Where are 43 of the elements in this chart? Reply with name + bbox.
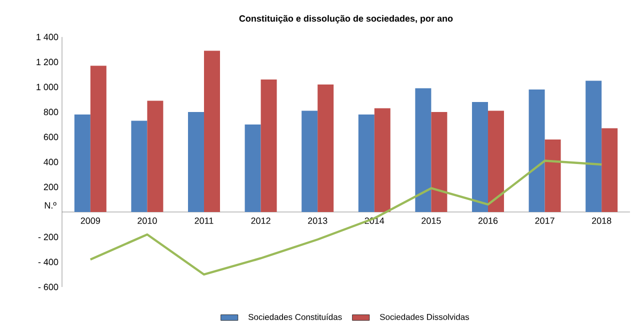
bar [131,120,148,212]
y-tick-label: 400 [44,158,58,166]
y-tick-label: - 600 [38,284,58,290]
bar [358,114,374,212]
y-tick-label: - 200 [38,234,58,240]
y-tick-label: 1 200 [36,58,58,66]
y-tick-label: 1 000 [36,84,58,90]
x-tick-label: 2012 [251,218,270,224]
bar [318,84,334,212]
bar [74,114,90,212]
bar [204,50,220,212]
bar [188,112,204,212]
legend-label: Sociedades Dissolvidas [380,314,470,320]
bar [302,110,318,212]
legend-label: Sociedades Constituídas [248,314,342,320]
y-tick-label: 1 400 [36,34,58,40]
x-tick-label: 2018 [592,218,612,224]
x-tick-label: 2016 [478,218,498,224]
bar [374,108,390,212]
bar [586,80,602,212]
x-tick-label: 2013 [308,218,328,224]
y-axis-title: N.º [44,202,56,208]
bar [90,66,106,212]
bar [602,128,618,212]
bar [415,88,432,212]
y-tick-label: 200 [44,184,58,190]
bar [147,100,164,212]
bar [488,110,504,212]
bar [431,112,448,212]
bar [472,102,488,212]
y-tick-label: 600 [44,134,58,140]
x-tick-label: 2015 [422,218,441,224]
x-tick-label: 2017 [535,218,554,224]
x-tick-label: 2011 [194,218,214,224]
x-tick-label: 2009 [80,218,100,224]
x-tick-label: 2010 [138,218,157,224]
bar [544,139,561,212]
chart-title: Constituição e dissolução de sociedades, por ano [239,15,453,24]
bar [244,124,261,212]
y-tick-label: 800 [44,108,58,116]
y-tick-label: - 400 [38,258,58,266]
bar [528,89,545,212]
bar [260,79,277,212]
